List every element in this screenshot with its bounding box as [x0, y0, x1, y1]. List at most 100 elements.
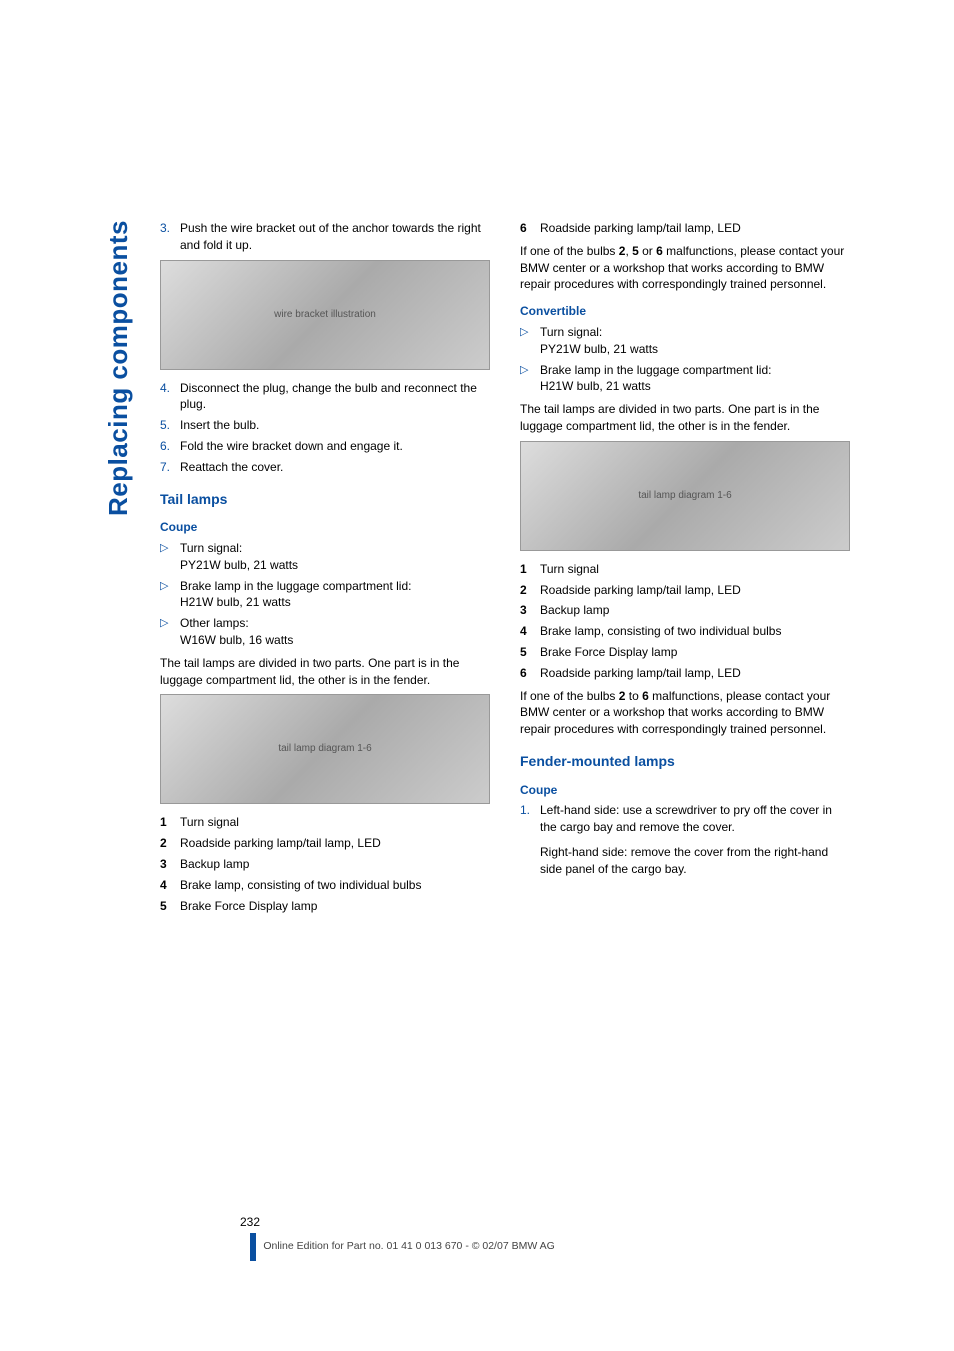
def-text: Turn signal	[180, 814, 490, 831]
definition-item: 5Brake Force Display lamp	[520, 644, 850, 661]
coupe2-step: 1. Left-hand side: use a screwdriver to …	[520, 802, 850, 877]
paragraph-divided-2: The tail lamps are divided in two parts.…	[520, 401, 850, 435]
ordered-step: 4.Disconnect the plug, change the bulb a…	[160, 380, 490, 414]
bullet-text: Turn signal:PY21W bulb, 21 watts	[180, 540, 490, 574]
ordered-step: 6.Fold the wire bracket down and engage …	[160, 438, 490, 455]
bold-5: 5	[632, 244, 639, 258]
bullet-item: ▷Brake lamp in the luggage compartment l…	[160, 578, 490, 612]
definition-item: 4Brake lamp, consisting of two individua…	[160, 877, 490, 894]
page-number: 232	[240, 1214, 834, 1231]
def-text: Roadside parking lamp/tail lamp, LED	[540, 582, 850, 599]
figure-tail-lamp-coupe: tail lamp diagram 1-6	[160, 694, 490, 804]
definition-item: 2Roadside parking lamp/tail lamp, LED	[520, 582, 850, 599]
definition-item: 1Turn signal	[520, 561, 850, 578]
bold-6: 6	[656, 244, 663, 258]
definition-item: 2Roadside parking lamp/tail lamp, LED	[160, 835, 490, 852]
step-num: 3.	[160, 220, 180, 254]
def-num: 6	[520, 220, 540, 237]
step-text: Reattach the cover.	[180, 459, 490, 476]
step-num: 4.	[160, 380, 180, 414]
definition-item: 4Brake lamp, consisting of two individua…	[520, 623, 850, 640]
def-num: 4	[160, 877, 180, 894]
triangle-icon: ▷	[160, 578, 180, 612]
bullet-text: Brake lamp in the luggage compartment li…	[540, 362, 850, 396]
def-text: Brake lamp, consisting of two individual…	[540, 623, 850, 640]
step-list-1: 3.Push the wire bracket out of the ancho…	[160, 220, 490, 254]
def-num: 2	[160, 835, 180, 852]
step-num: 5.	[160, 417, 180, 434]
step-num: 7.	[160, 459, 180, 476]
def-text: Turn signal	[540, 561, 850, 578]
def-num: 5	[520, 644, 540, 661]
def-text: Brake lamp, consisting of two individual…	[180, 877, 490, 894]
def-num: 6	[520, 665, 540, 682]
text-frag: If one of the bulbs	[520, 689, 619, 703]
definition-item: 6Roadside parking lamp/tail lamp, LED	[520, 665, 850, 682]
heading-coupe-2: Coupe	[520, 782, 850, 799]
bullet-text: Other lamps:W16W bulb, 16 watts	[180, 615, 490, 649]
def-text: Backup lamp	[180, 856, 490, 873]
paragraph-divided: The tail lamps are divided in two parts.…	[160, 655, 490, 689]
ordered-step: 3.Push the wire bracket out of the ancho…	[160, 220, 490, 254]
triangle-icon: ▷	[520, 324, 540, 358]
def-num: 4	[520, 623, 540, 640]
text-frag: to	[625, 689, 642, 703]
paragraph-malfunction-1: If one of the bulbs 2, 5 or 6 malfunctio…	[520, 243, 850, 293]
step-text: Left-hand side: use a screwdriver to pry…	[540, 802, 850, 877]
step-list-2: 4.Disconnect the plug, change the bulb a…	[160, 380, 490, 476]
convertible-bullets: ▷Turn signal:PY21W bulb, 21 watts▷Brake …	[520, 324, 850, 395]
triangle-icon: ▷	[160, 540, 180, 574]
def-text: Backup lamp	[540, 602, 850, 619]
heading-fender-mounted: Fender-mounted lamps	[520, 752, 850, 772]
right-column: 6 Roadside parking lamp/tail lamp, LED I…	[520, 220, 850, 918]
def-6-top: 6 Roadside parking lamp/tail lamp, LED	[520, 220, 850, 237]
step-line1: Left-hand side: use a screwdriver to pry…	[540, 803, 832, 834]
bullet-item: ▷Brake lamp in the luggage compartment l…	[520, 362, 850, 396]
ordered-step: 5.Insert the bulb.	[160, 417, 490, 434]
bullet-text: Brake lamp in the luggage compartment li…	[180, 578, 490, 612]
definition-item: 3Backup lamp	[520, 602, 850, 619]
ordered-step: 7.Reattach the cover.	[160, 459, 490, 476]
bullet-item: ▷Turn signal:PY21W bulb, 21 watts	[520, 324, 850, 358]
step-text: Insert the bulb.	[180, 417, 490, 434]
side-tab: Replacing components	[100, 220, 136, 516]
left-column: 3.Push the wire bracket out of the ancho…	[160, 220, 490, 918]
step-num: 1.	[520, 802, 540, 877]
triangle-icon: ▷	[520, 362, 540, 396]
def-text: Roadside parking lamp/tail lamp, LED	[540, 665, 850, 682]
def-text: Brake Force Display lamp	[180, 898, 490, 915]
definition-item: 1Turn signal	[160, 814, 490, 831]
def-num: 1	[520, 561, 540, 578]
step-text: Push the wire bracket out of the anchor …	[180, 220, 490, 254]
figure-wire-bracket: wire bracket illustration	[160, 260, 490, 370]
bullet-item: ▷Other lamps:W16W bulb, 16 watts	[160, 615, 490, 649]
def-num: 5	[160, 898, 180, 915]
definition-item: 5Brake Force Display lamp	[160, 898, 490, 915]
step-num: 6.	[160, 438, 180, 455]
definition-item: 3Backup lamp	[160, 856, 490, 873]
bold-6b: 6	[642, 689, 649, 703]
def-num: 3	[520, 602, 540, 619]
step-line2: Right-hand side: remove the cover from t…	[540, 845, 828, 876]
step-text: Disconnect the plug, change the bulb and…	[180, 380, 490, 414]
def-num: 2	[520, 582, 540, 599]
heading-convertible: Convertible	[520, 303, 850, 320]
text-frag: If one of the bulbs	[520, 244, 619, 258]
paragraph-malfunction-2: If one of the bulbs 2 to 6 malfunctions,…	[520, 688, 850, 738]
footer-bar	[250, 1233, 256, 1261]
coupe-bullets: ▷Turn signal:PY21W bulb, 21 watts▷Brake …	[160, 540, 490, 649]
bullet-item: ▷Turn signal:PY21W bulb, 21 watts	[160, 540, 490, 574]
figure-tail-lamp-convertible: tail lamp diagram 1-6	[520, 441, 850, 551]
bullet-text: Turn signal:PY21W bulb, 21 watts	[540, 324, 850, 358]
footer: 232 Online Edition for Part no. 01 41 0 …	[160, 1214, 834, 1261]
def-text: Brake Force Display lamp	[540, 644, 850, 661]
def-num: 1	[160, 814, 180, 831]
heading-coupe: Coupe	[160, 519, 490, 536]
def-text: Roadside parking lamp/tail lamp, LED	[180, 835, 490, 852]
triangle-icon: ▷	[160, 615, 180, 649]
def-num: 3	[160, 856, 180, 873]
footer-edition: Online Edition for Part no. 01 41 0 013 …	[263, 1239, 554, 1254]
def-text: Roadside parking lamp/tail lamp, LED	[540, 220, 850, 237]
step-text: Fold the wire bracket down and engage it…	[180, 438, 490, 455]
text-frag: or	[639, 244, 656, 258]
